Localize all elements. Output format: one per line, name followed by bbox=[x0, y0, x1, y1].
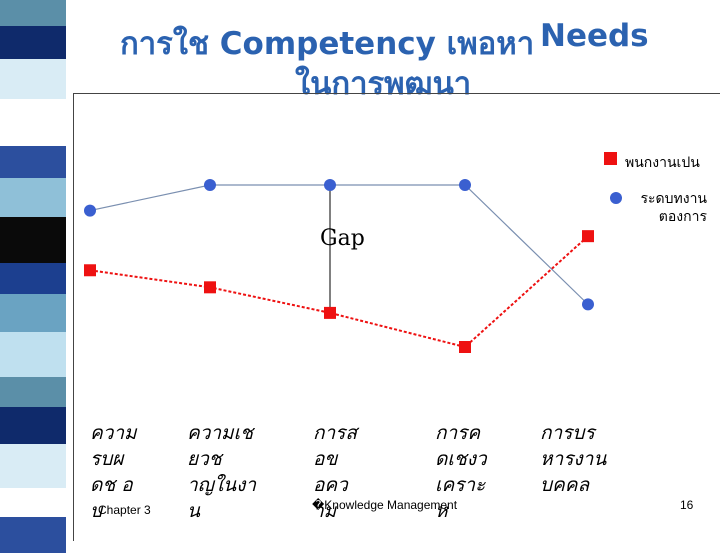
slide-title-needs: Needs bbox=[540, 18, 649, 54]
gap-annotation: Gap bbox=[320, 226, 365, 251]
series-point-red bbox=[582, 230, 594, 243]
sidebar-block bbox=[0, 377, 66, 407]
sidebar-block bbox=[0, 332, 66, 377]
footer-chapter: Chapter 3 bbox=[98, 503, 151, 517]
series-point-red bbox=[324, 306, 336, 319]
line-chart bbox=[84, 152, 622, 353]
sidebar-block bbox=[0, 146, 66, 178]
sidebar-block bbox=[0, 99, 66, 146]
x-label-1: ความ รบผ ดช อ บ bbox=[90, 422, 137, 522]
sidebar-block bbox=[0, 178, 66, 217]
series-point-red bbox=[84, 264, 96, 277]
decorative-sidebar bbox=[0, 0, 66, 553]
square-marker-icon bbox=[604, 152, 617, 165]
sidebar-block bbox=[0, 488, 66, 517]
series-line-red bbox=[89, 235, 589, 349]
sidebar-block bbox=[0, 294, 66, 332]
sidebar-block bbox=[0, 0, 66, 26]
sidebar-block bbox=[0, 263, 66, 294]
sidebar-block bbox=[0, 59, 66, 99]
series-point-blue bbox=[84, 204, 96, 217]
sidebar-block bbox=[0, 26, 66, 59]
legend-label-blue: ระดบทงาน ตองการ bbox=[640, 191, 707, 225]
footer-center: �Knowledge Management bbox=[312, 498, 458, 512]
x-label-5: การบร หารงาน บคคล bbox=[540, 422, 607, 496]
sidebar-block bbox=[0, 407, 66, 444]
series-point-red bbox=[459, 341, 471, 353]
sidebar-block bbox=[0, 444, 66, 488]
x-label-4: การค ดเชงว เคราะ ห bbox=[435, 422, 487, 522]
footer-page-number: 16 bbox=[680, 498, 694, 512]
x-label-3: การส อข อคว าม bbox=[313, 422, 357, 522]
series-point-red bbox=[204, 281, 216, 294]
sidebar-block bbox=[0, 217, 66, 263]
slide-title-line2: ในการพฒนา bbox=[295, 66, 472, 102]
series-point-blue bbox=[459, 179, 471, 191]
series-point-blue bbox=[582, 298, 594, 311]
legend-label-red: พนกงานเปน bbox=[625, 155, 700, 171]
circle-marker-icon bbox=[610, 192, 622, 204]
slide-title-line1: การใช Competency เพอหา bbox=[120, 26, 535, 62]
chart-frame bbox=[73, 93, 720, 541]
series-point-blue bbox=[204, 179, 216, 191]
series-point-blue bbox=[324, 179, 336, 191]
x-label-2: ความเช ยวช าญในงา น bbox=[187, 422, 257, 522]
